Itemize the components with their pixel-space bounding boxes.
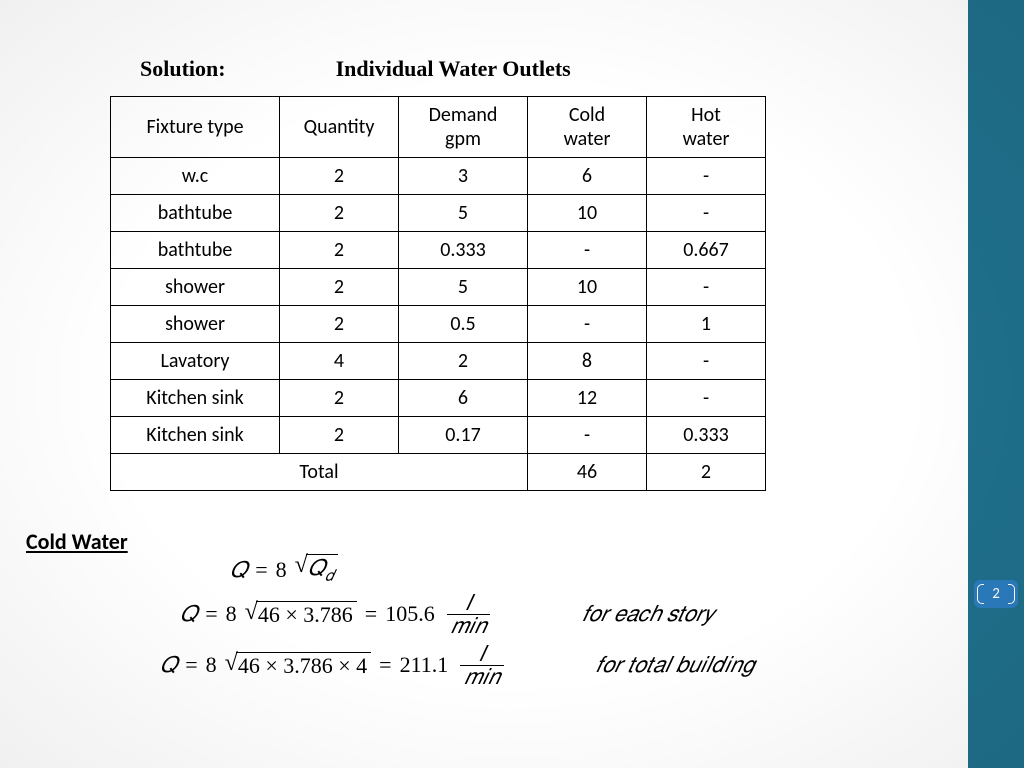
table-cell: shower bbox=[111, 306, 280, 343]
table-row: Kitchen sink2612- bbox=[111, 380, 766, 417]
table-cell: bathtube bbox=[111, 232, 280, 269]
table-row: bathtube2510- bbox=[111, 195, 766, 232]
slide-content: Solution: Individual Water Outlets Fixtu… bbox=[100, 56, 920, 491]
col-header-hot: Hot water bbox=[647, 97, 766, 158]
table-total-row: Total 46 2 bbox=[111, 454, 766, 491]
table-row: shower2510- bbox=[111, 269, 766, 306]
table-cell: 5 bbox=[399, 269, 528, 306]
sqrt-icon: √ 46 × 3.786 bbox=[245, 601, 357, 628]
table-cell: 10 bbox=[528, 269, 647, 306]
total-cold: 46 bbox=[528, 454, 647, 491]
table-cell: 2 bbox=[280, 306, 399, 343]
table-cell: - bbox=[647, 343, 766, 380]
table-cell: 5 bbox=[399, 195, 528, 232]
table-header-row: Fixture type Quantity Demand gpm Cold wa… bbox=[111, 97, 766, 158]
slide-title: Individual Water Outlets bbox=[336, 56, 571, 82]
table-row: w.c236- bbox=[111, 158, 766, 195]
sqrt-icon: √ 𝑄𝑑 bbox=[295, 554, 338, 586]
table-cell: 2 bbox=[280, 158, 399, 195]
header-row: Solution: Individual Water Outlets bbox=[140, 56, 920, 82]
table-cell: - bbox=[647, 269, 766, 306]
table-cell: - bbox=[528, 306, 647, 343]
table-row: Lavatory428- bbox=[111, 343, 766, 380]
col-header-demand: Demand gpm bbox=[399, 97, 528, 158]
equation-2-note: 𝑓𝑜𝑟 𝑒𝑎𝑐ℎ 𝑠𝑡𝑜𝑟𝑦 bbox=[582, 601, 714, 627]
table-cell: 0.333 bbox=[399, 232, 528, 269]
table-cell: w.c bbox=[111, 158, 280, 195]
table-cell: 6 bbox=[528, 158, 647, 195]
table-cell: - bbox=[647, 195, 766, 232]
cold-water-heading: Cold Water bbox=[26, 528, 128, 555]
table-cell: 2 bbox=[280, 232, 399, 269]
table-row: shower20.5-1 bbox=[111, 306, 766, 343]
table-cell: - bbox=[528, 232, 647, 269]
table-cell: bathtube bbox=[111, 195, 280, 232]
table-cell: 0.333 bbox=[647, 417, 766, 454]
table-cell: 2 bbox=[280, 380, 399, 417]
table-cell: 3 bbox=[399, 158, 528, 195]
table-cell: 0.5 bbox=[399, 306, 528, 343]
fraction: 𝑙 𝑚𝑖𝑛 bbox=[460, 643, 504, 688]
equations-block: 𝑄 = 8 √ 𝑄𝑑 𝑄 = 8 √ 46 × 3.786 = 105.6 𝑙 … bbox=[160, 554, 754, 694]
table-row: bathtube20.333-0.667 bbox=[111, 232, 766, 269]
table-cell: 2 bbox=[280, 269, 399, 306]
table-cell: shower bbox=[111, 269, 280, 306]
table-cell: 0.667 bbox=[647, 232, 766, 269]
table-cell: 2 bbox=[280, 417, 399, 454]
col-header-fixture: Fixture type bbox=[111, 97, 280, 158]
table-row: Kitchen sink20.17-0.333 bbox=[111, 417, 766, 454]
table-cell: 1 bbox=[647, 306, 766, 343]
table-cell: - bbox=[647, 158, 766, 195]
equation-3-note: 𝑓𝑜𝑟 𝑡𝑜𝑡𝑎𝑙 𝑏𝑢𝑖𝑙𝑑𝑖𝑛𝑔 bbox=[596, 652, 754, 678]
table-cell: - bbox=[528, 417, 647, 454]
fixtures-table: Fixture type Quantity Demand gpm Cold wa… bbox=[110, 96, 766, 491]
equation-1: 𝑄 = 8 √ 𝑄𝑑 bbox=[230, 554, 754, 586]
total-hot: 2 bbox=[647, 454, 766, 491]
table-cell: 6 bbox=[399, 380, 528, 417]
solution-label: Solution: bbox=[140, 56, 226, 82]
page-number: 2 bbox=[992, 585, 1000, 603]
col-header-cold: Cold water bbox=[528, 97, 647, 158]
page-number-badge: 2 bbox=[974, 580, 1018, 608]
sqrt-icon: √ 46 × 3.786 × 4 bbox=[225, 652, 372, 679]
table-cell: 2 bbox=[280, 195, 399, 232]
equation-3: 𝑄 = 8 √ 46 × 3.786 × 4 = 211.1 𝑙 𝑚𝑖𝑛 𝑓𝑜𝑟… bbox=[160, 643, 754, 688]
fraction: 𝑙 𝑚𝑖𝑛 bbox=[447, 592, 491, 637]
table-cell: 12 bbox=[528, 380, 647, 417]
table-cell: 10 bbox=[528, 195, 647, 232]
table-cell: Kitchen sink bbox=[111, 380, 280, 417]
col-header-quantity: Quantity bbox=[280, 97, 399, 158]
table-cell: 8 bbox=[528, 343, 647, 380]
slide-sidebar bbox=[968, 0, 1024, 768]
equation-2: 𝑄 = 8 √ 46 × 3.786 = 105.6 𝑙 𝑚𝑖𝑛 𝑓𝑜𝑟 𝑒𝑎𝑐… bbox=[180, 592, 754, 637]
table-cell: 2 bbox=[399, 343, 528, 380]
total-label: Total bbox=[111, 454, 528, 491]
table-cell: 4 bbox=[280, 343, 399, 380]
table-cell: - bbox=[647, 380, 766, 417]
table-cell: Lavatory bbox=[111, 343, 280, 380]
table-cell: Kitchen sink bbox=[111, 417, 280, 454]
table-cell: 0.17 bbox=[399, 417, 528, 454]
